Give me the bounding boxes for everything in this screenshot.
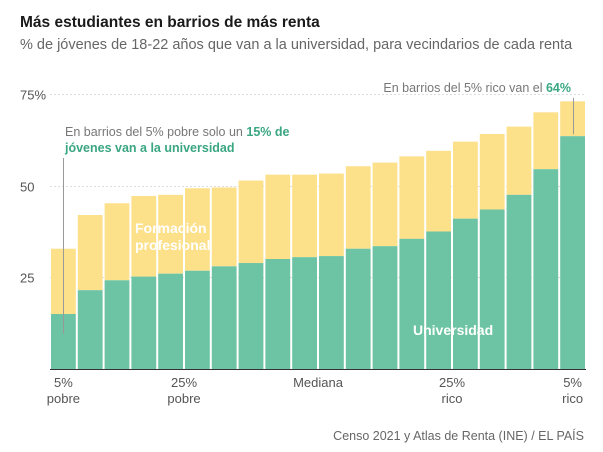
bar-formacion-profesional	[533, 112, 559, 170]
bar-universidad	[426, 231, 451, 369]
annotation-high: En barrios del 5% rico van el 64%	[383, 81, 571, 95]
series-label-universidad: Universidad	[413, 322, 493, 338]
bar-universidad	[399, 238, 425, 369]
bar-formacion-profesional	[319, 173, 344, 257]
series-label-formacion-line1: Formación	[135, 220, 207, 236]
bar-formacion-profesional	[372, 162, 398, 247]
bar-formacion-profesional	[158, 194, 183, 274]
bar-formacion-profesional	[238, 180, 264, 264]
bar-universidad	[533, 169, 559, 369]
x-tick-label: rico	[562, 391, 583, 406]
x-tick-label: rico	[442, 391, 463, 406]
bar-universidad	[131, 276, 157, 369]
bar-formacion-profesional	[560, 101, 585, 137]
bar-universidad	[265, 259, 291, 369]
bars	[51, 101, 585, 369]
y-axis-ticks: 25 50 75%	[20, 88, 46, 286]
bar-universidad	[158, 273, 183, 369]
bar-formacion-profesional	[479, 133, 505, 210]
chart-title: Más estudiantes en barrios de más renta	[20, 14, 320, 31]
annotation-low-highlight: 15% de	[246, 125, 289, 139]
series-label-formacion-line2: profesional	[135, 237, 210, 253]
source-credit: Censo 2021 y Atlas de Renta (INE) / EL P…	[333, 429, 584, 443]
x-tick-label: 25%	[439, 375, 465, 390]
bar-universidad	[238, 263, 264, 369]
bar-formacion-profesional	[426, 150, 451, 232]
x-tick-label: Mediana	[293, 375, 344, 390]
x-tick-label: pobre	[47, 391, 80, 406]
bar-universidad	[506, 194, 532, 369]
bar-formacion-profesional	[211, 187, 237, 267]
x-tick-label: 5%	[563, 375, 582, 390]
x-tick-label: 5%	[54, 375, 73, 390]
y-tick-label: 75%	[20, 88, 46, 103]
annotation-high-text: En barrios del 5% rico van el	[383, 81, 546, 95]
chart-subtitle: % de jóvenes de 18-22 años que van a la …	[20, 37, 573, 53]
bar-universidad	[292, 257, 317, 369]
annotation-high-highlight: 64%	[546, 81, 571, 95]
x-tick-label: 25%	[171, 375, 197, 390]
x-tick-label: pobre	[167, 391, 200, 406]
annotation-low-line2: jóvenes van a la universidad	[64, 141, 235, 155]
bar-universidad	[479, 209, 505, 369]
bar-universidad	[77, 290, 103, 369]
bar-formacion-profesional	[292, 174, 317, 258]
bar-universidad	[211, 266, 237, 369]
bar-formacion-profesional	[131, 195, 157, 277]
bar-formacion-profesional	[265, 174, 291, 259]
bar-universidad	[319, 256, 344, 369]
bar-universidad	[453, 218, 478, 369]
bar-formacion-profesional	[345, 166, 371, 249]
bar-universidad	[560, 136, 585, 369]
bar-universidad	[372, 246, 398, 369]
annotation-low-text: En barrios del 5% pobre solo un	[65, 125, 246, 139]
bar-universidad	[104, 280, 130, 369]
grid-lines	[50, 94, 586, 278]
bar-universidad	[185, 270, 210, 369]
bar-formacion-profesional	[77, 215, 103, 291]
bar-formacion-profesional	[104, 203, 130, 281]
bar-universidad	[345, 248, 371, 369]
annotation-low: En barrios del 5% pobre solo un 15% de	[65, 125, 290, 139]
bar-formacion-profesional	[399, 156, 425, 239]
y-tick-label: 25	[20, 271, 34, 286]
bar-formacion-profesional	[453, 141, 478, 219]
bar-formacion-profesional	[185, 188, 210, 271]
y-tick-label: 50	[20, 180, 34, 195]
bar-formacion-profesional	[506, 126, 532, 195]
